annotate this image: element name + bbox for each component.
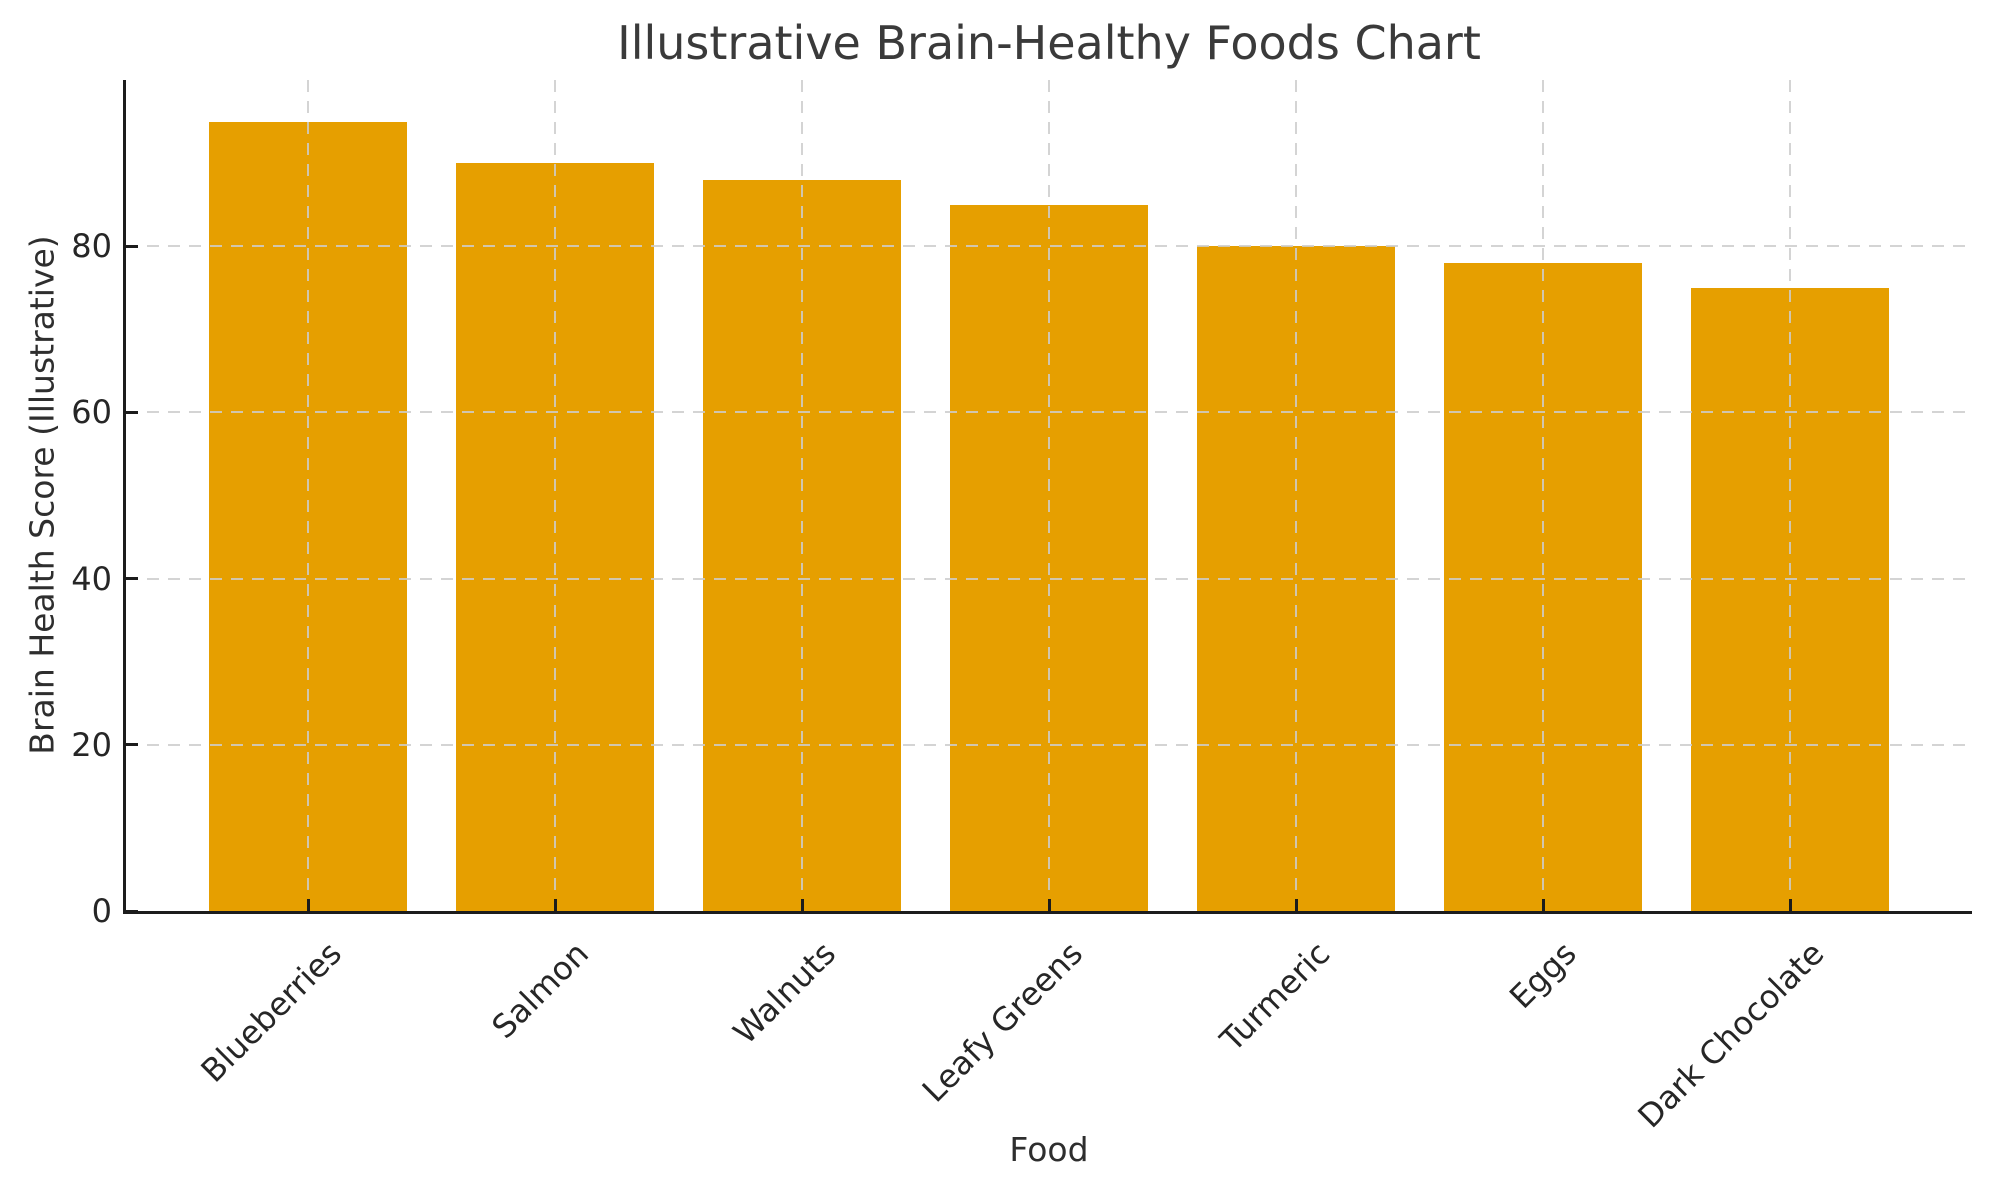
vertical-gridline (554, 80, 556, 911)
y-axis-label: Brain Health Score (Illustrative) (22, 235, 62, 755)
vertical-gridline (801, 80, 803, 911)
x-tick-label: Turmeric (1212, 934, 1338, 1059)
x-tick (1294, 899, 1298, 911)
horizontal-gridline (126, 743, 1972, 746)
y-tick (126, 743, 138, 747)
x-tick-label: Salmon (484, 934, 597, 1046)
y-tick (126, 244, 138, 248)
left-spine (123, 80, 126, 914)
x-tick (306, 899, 310, 911)
x-tick (553, 899, 557, 911)
horizontal-gridline (126, 411, 1972, 414)
x-tick-label: Leafy Greens (914, 934, 1091, 1110)
horizontal-gridline (126, 577, 1972, 580)
x-tick-label: Walnuts (725, 934, 844, 1052)
vertical-gridline (1048, 80, 1050, 911)
x-tick-label: Dark Chocolate (1630, 934, 1832, 1136)
x-tick-label: Blueberries (193, 934, 350, 1090)
x-tick (800, 899, 804, 911)
y-tick (126, 577, 138, 581)
vertical-gridline (1789, 80, 1791, 911)
chart-title: Illustrative Brain-Healthy Foods Chart (617, 16, 1481, 70)
x-tick (1541, 899, 1545, 911)
x-tick (1788, 899, 1792, 911)
bottom-spine (123, 911, 1972, 914)
y-tick-label: 80 (71, 227, 112, 266)
y-tick-label: 0 (91, 892, 112, 930)
vertical-gridline (307, 80, 309, 911)
y-tick-label: 60 (71, 393, 112, 432)
x-axis-label: Food (1009, 1130, 1089, 1169)
vertical-gridline (1295, 80, 1297, 911)
y-tick (126, 410, 138, 414)
plot-area (123, 80, 1972, 914)
x-tick (1047, 899, 1051, 911)
horizontal-gridline (126, 245, 1972, 248)
vertical-gridline (1542, 80, 1544, 911)
y-tick-label: 40 (71, 559, 112, 598)
y-tick (126, 909, 138, 913)
x-tick-label: Eggs (1502, 934, 1585, 1016)
y-tick-label: 20 (71, 725, 112, 764)
